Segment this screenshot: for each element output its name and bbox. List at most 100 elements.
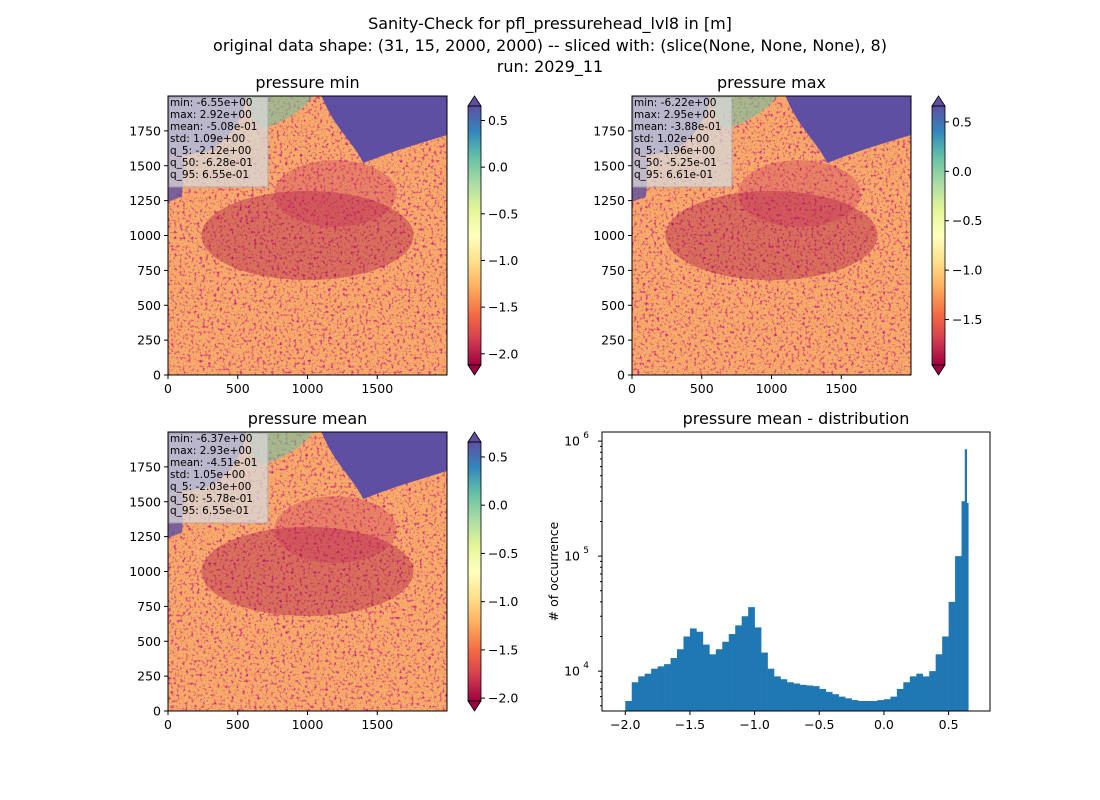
histogram-bars: [625, 449, 969, 711]
histogram-bar: [935, 654, 943, 711]
colorbar-tick-label: −1.0: [952, 263, 982, 278]
stats-line: q_95: 6.61e-01: [634, 169, 713, 181]
histogram-bar: [728, 634, 736, 711]
dry-center-region: [274, 496, 397, 564]
y-tick-label: 750: [137, 599, 161, 614]
y-tick-label: 0: [153, 704, 161, 719]
histogram-bar: [858, 700, 865, 711]
histogram-bar: [845, 698, 852, 711]
y-tick-label: 10: [564, 434, 580, 449]
panel-title: pressure max: [717, 73, 826, 92]
histogram-bar: [774, 676, 781, 711]
histogram-bar: [961, 501, 966, 711]
stats-line: std: 1.09e+00: [170, 133, 245, 145]
histogram-bar: [638, 676, 645, 711]
histogram-bar: [955, 556, 962, 711]
colorbar-tick-label: 0.0: [952, 164, 972, 179]
histogram-bar: [767, 668, 775, 711]
histogram-bar: [664, 664, 671, 711]
colorbar-extend-max: [467, 431, 482, 443]
colorbar-tick-label: −1.0: [488, 594, 518, 609]
y-tick-label: 500: [601, 298, 625, 313]
histogram-bar: [780, 679, 788, 711]
y-tick-label: 750: [601, 263, 625, 278]
y-tick-label: 1500: [593, 158, 625, 173]
colorbar-gradient: [468, 106, 481, 365]
x-tick-label: 0: [164, 381, 172, 396]
histogram-bar: [832, 694, 839, 711]
histogram-bar: [761, 652, 768, 711]
stats-line: q_95: 6.55e-01: [170, 169, 249, 181]
colorbar-tick-label: −1.5: [488, 642, 518, 657]
stats-line: max: 2.95e+00: [634, 109, 716, 121]
histogram-bar: [657, 666, 665, 711]
histogram-bar: [903, 682, 911, 711]
histogram-bar: [838, 696, 846, 711]
histogram-bar: [909, 676, 917, 711]
histogram-bar: [799, 684, 807, 711]
histogram-bar: [715, 649, 723, 711]
sea-region: [785, 96, 911, 163]
histogram-bar: [922, 676, 930, 711]
histogram-bar: [964, 449, 968, 711]
panel-title: pressure mean - distribution: [683, 409, 910, 428]
y-tick-label: 0: [617, 368, 625, 383]
x-tick-label: 0.5: [939, 717, 959, 732]
colorbar-tick-label: −0.5: [488, 206, 518, 221]
histogram-bar: [929, 671, 936, 711]
colorbar-tick-label: −1.5: [488, 300, 518, 315]
x-tick-label: 1500: [825, 381, 857, 396]
histogram-bar: [871, 700, 878, 711]
y-tick-label: 1000: [129, 564, 161, 579]
histogram-bar: [819, 688, 827, 711]
x-tick-label: 1000: [756, 381, 788, 396]
y-tick-label: 250: [137, 669, 161, 684]
x-tick-label: 1000: [292, 381, 324, 396]
histogram-bar: [722, 641, 730, 711]
stats-line: mean: -4.51e-01: [170, 457, 257, 469]
histogram-bar: [651, 668, 658, 711]
histogram-bar: [966, 502, 969, 711]
histogram-bar: [683, 636, 691, 711]
heatmap-panel: pressure max 0 500 1000 1500 0 250 500 750 1000 12…: [593, 73, 982, 396]
y-tick-exponent: 6: [583, 431, 589, 441]
colorbar-extend-min: [931, 364, 946, 376]
histogram-bar: [741, 616, 749, 711]
colorbar-tick-label: −1.0: [488, 253, 518, 268]
stats-line: std: 1.05e+00: [170, 469, 245, 481]
colorbar-extend-max: [467, 95, 482, 107]
stats-line: q_50: -6.28e-01: [170, 157, 253, 169]
histogram-bar: [677, 649, 684, 711]
y-tick-label: 1750: [129, 459, 161, 474]
histogram-bar: [916, 673, 924, 711]
histogram-bar: [735, 625, 742, 711]
colorbar: 0.5 0.0 −0.5 −1.0 −1.5 −2.0: [467, 431, 518, 712]
y-tick-label: 750: [137, 263, 161, 278]
histogram-bar: [806, 685, 814, 711]
histogram-bar: [631, 682, 639, 711]
x-tick-label: −1.0: [739, 717, 769, 732]
y-tick-label: 250: [137, 333, 161, 348]
histogram-bar: [793, 683, 801, 711]
stats-line: q_5: -2.12e+00: [170, 145, 251, 157]
colorbar-frame: [467, 105, 482, 366]
histogram-bar: [890, 696, 898, 711]
histogram-bar: [670, 658, 678, 711]
histogram-bar: [709, 654, 717, 711]
heatmap-panel: pressure mean 0 500 1000 1500 0 250 500 750 1000 1…: [129, 409, 518, 732]
stats-line: q_50: -5.78e-01: [170, 493, 253, 505]
histogram-bar: [825, 691, 833, 711]
suptitle-line-1: Sanity-Check for pfl_pressurehead_lvl8 i…: [368, 14, 732, 34]
dry-center-region: [274, 160, 397, 228]
colorbar-tick-label: −0.5: [488, 546, 518, 561]
y-tick-label: 1500: [129, 158, 161, 173]
panel-title: pressure min: [255, 73, 359, 92]
dry-center-region: [201, 190, 414, 281]
axes-frame: [601, 431, 991, 712]
histogram-bar: [702, 644, 710, 711]
histogram-bar: [696, 631, 704, 711]
x-tick-label: 0.0: [874, 717, 894, 732]
x-tick-label: 0: [628, 381, 636, 396]
histogram-bar: [754, 627, 762, 711]
